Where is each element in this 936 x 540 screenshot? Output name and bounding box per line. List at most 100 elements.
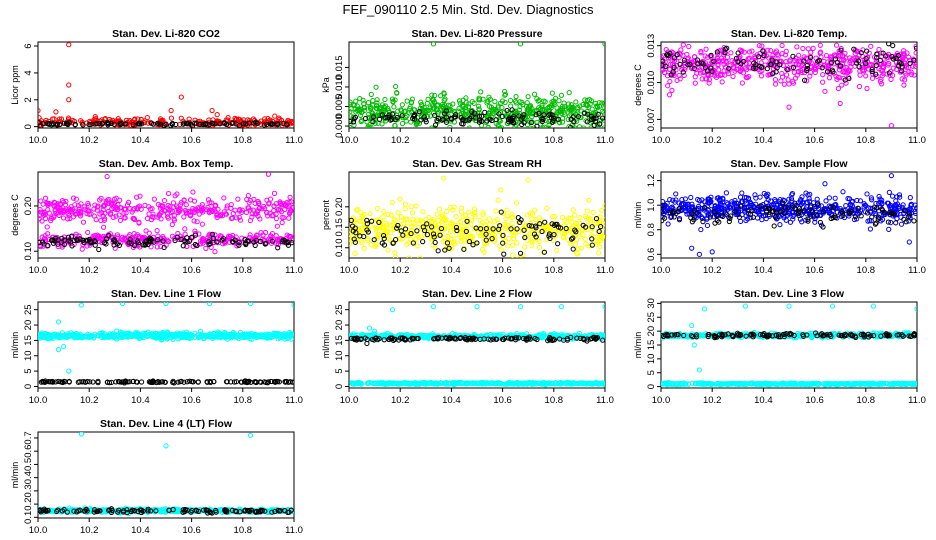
point-black — [599, 115, 605, 121]
point-outlier — [689, 245, 695, 251]
point-magenta — [913, 50, 917, 56]
point-black — [380, 232, 387, 239]
point-green — [589, 106, 595, 112]
point-black — [387, 117, 394, 123]
point-magenta-lower — [95, 233, 101, 240]
point-magenta-upper — [86, 211, 92, 217]
x-tick-label: 10.6 — [493, 395, 512, 406]
point-black — [767, 61, 774, 68]
point-yellow — [568, 224, 574, 231]
point-green — [360, 97, 366, 103]
y-axis-label: degrees C — [10, 194, 20, 236]
point-black — [357, 233, 363, 239]
point-yellow — [550, 214, 556, 220]
point-green — [546, 104, 552, 110]
point-black — [720, 213, 726, 219]
point-magenta-upper — [193, 207, 199, 213]
point-black — [869, 66, 875, 73]
point-black — [180, 243, 186, 249]
point-outlier — [53, 109, 59, 115]
point-yellow — [458, 209, 465, 215]
point-magenta-upper — [209, 200, 215, 206]
point-black — [675, 209, 681, 215]
point-black — [676, 206, 682, 212]
point-green — [438, 93, 444, 99]
point-blue — [907, 195, 913, 201]
point-cyan — [160, 333, 166, 339]
point-black — [692, 207, 698, 213]
point-black — [49, 122, 55, 128]
point-black — [178, 378, 184, 384]
point-green — [524, 107, 530, 113]
point-blue — [694, 207, 700, 213]
y-tick-label: 25 — [23, 304, 34, 315]
point-magenta-lower — [112, 245, 118, 251]
point-green — [502, 91, 509, 97]
point-black — [496, 111, 502, 117]
point-black — [444, 240, 451, 246]
point-black — [913, 45, 917, 51]
point-black — [539, 228, 545, 235]
point-yellow — [458, 205, 465, 211]
point-yellow — [349, 241, 353, 247]
point-green — [583, 102, 589, 108]
point-black — [568, 236, 575, 242]
point-green — [520, 101, 526, 108]
point-magenta-lower — [182, 226, 188, 232]
point-black — [364, 227, 370, 233]
point-black — [379, 240, 385, 246]
point-green — [556, 98, 562, 104]
point-blue — [717, 196, 723, 202]
point-black — [351, 236, 357, 242]
point-yellow — [559, 214, 566, 221]
point-magenta-upper — [73, 196, 80, 202]
point-green — [429, 92, 435, 98]
point-magenta — [728, 50, 734, 56]
point-magenta — [715, 72, 721, 78]
point-black — [662, 215, 668, 221]
point-yellow — [451, 204, 457, 210]
point-green — [426, 107, 432, 113]
point-black — [772, 214, 779, 220]
x-tick-label: 10.6 — [182, 265, 201, 276]
point-black — [489, 236, 495, 242]
y-tick-label: 0.15 — [334, 218, 345, 237]
point-magenta — [783, 72, 790, 78]
point-yellow — [445, 233, 451, 239]
point-green — [559, 110, 565, 116]
point-black — [824, 69, 831, 75]
point-magenta — [759, 43, 765, 49]
point-black — [181, 237, 188, 244]
point-yellow — [397, 196, 403, 202]
point-black — [780, 200, 786, 206]
point-black — [369, 218, 375, 224]
point-magenta-lower — [139, 234, 145, 241]
point-blue — [851, 216, 858, 223]
point-magenta-upper — [42, 215, 49, 222]
point-magenta — [796, 52, 802, 58]
point-black — [181, 120, 187, 126]
point-cyan — [261, 332, 267, 339]
point-cyan — [186, 332, 192, 338]
point-black — [147, 235, 153, 241]
point-outlier — [119, 302, 126, 307]
point-yellow — [361, 245, 367, 252]
point-black — [670, 208, 676, 215]
y-tick-label: 0.010 — [334, 75, 345, 99]
point-blue — [699, 197, 705, 203]
point-magenta — [758, 73, 765, 79]
point-blue — [797, 198, 804, 204]
point-yellow — [392, 250, 398, 256]
point-magenta — [686, 43, 692, 50]
point-black — [534, 123, 540, 128]
x-tick-label: 11.0 — [285, 265, 303, 276]
point-yellow — [368, 242, 374, 248]
point-blue — [772, 196, 778, 203]
point-yellow — [411, 220, 417, 226]
point-magenta — [667, 61, 674, 67]
point-yellow — [516, 255, 522, 258]
point-magenta-upper — [63, 198, 69, 205]
point-magenta-upper — [65, 211, 71, 217]
point-black — [541, 249, 547, 255]
